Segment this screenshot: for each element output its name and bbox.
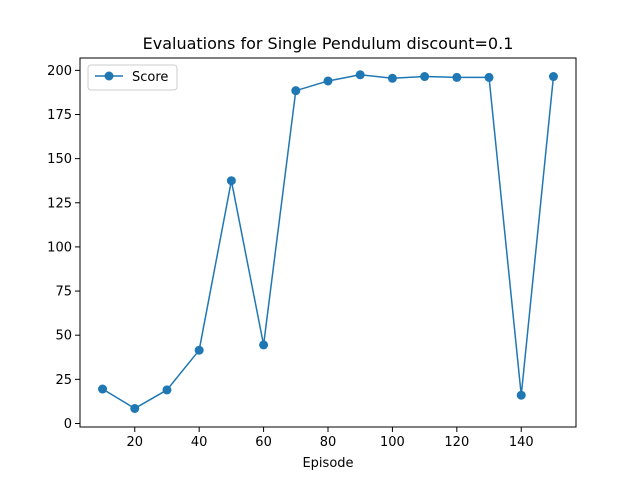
data-point (130, 403, 140, 413)
legend-label: Score (132, 70, 168, 85)
data-point (355, 70, 365, 80)
data-point (194, 345, 204, 355)
data-point (291, 86, 301, 96)
data-point (98, 384, 108, 394)
x-tick-label: 120 (444, 435, 469, 450)
y-tick-label: 0 (64, 417, 72, 432)
x-tick-label: 40 (191, 435, 208, 450)
y-tick-label: 125 (47, 196, 72, 211)
y-tick-label: 200 (47, 64, 72, 79)
y-tick-label: 75 (55, 285, 72, 300)
x-tick-label: 80 (320, 435, 337, 450)
x-tick-label: 100 (380, 435, 405, 450)
data-point (387, 73, 397, 83)
data-point (516, 390, 526, 400)
x-tick-label: 140 (509, 435, 534, 450)
data-point (259, 340, 269, 350)
plot-frame (79, 57, 577, 428)
legend-box (87, 64, 178, 91)
x-axis-label: Episode (302, 456, 353, 471)
data-point (452, 72, 462, 82)
legend-marker (104, 71, 114, 81)
y-tick-label: 25 (55, 373, 72, 388)
x-tick-label: 60 (255, 435, 272, 450)
y-tick-label: 50 (55, 329, 72, 344)
data-point (162, 385, 172, 395)
series-line-score (102, 74, 555, 410)
y-tick-label: 150 (47, 152, 72, 167)
x-tick-label: 20 (126, 435, 143, 450)
data-point (548, 72, 558, 82)
data-point (420, 72, 430, 82)
data-point (226, 176, 236, 186)
data-point (484, 72, 494, 82)
y-tick-label: 175 (47, 108, 72, 123)
chart-title: Evaluations for Single Pendulum discount… (143, 34, 514, 53)
y-tick-label: 100 (47, 240, 72, 255)
data-point (323, 76, 333, 86)
